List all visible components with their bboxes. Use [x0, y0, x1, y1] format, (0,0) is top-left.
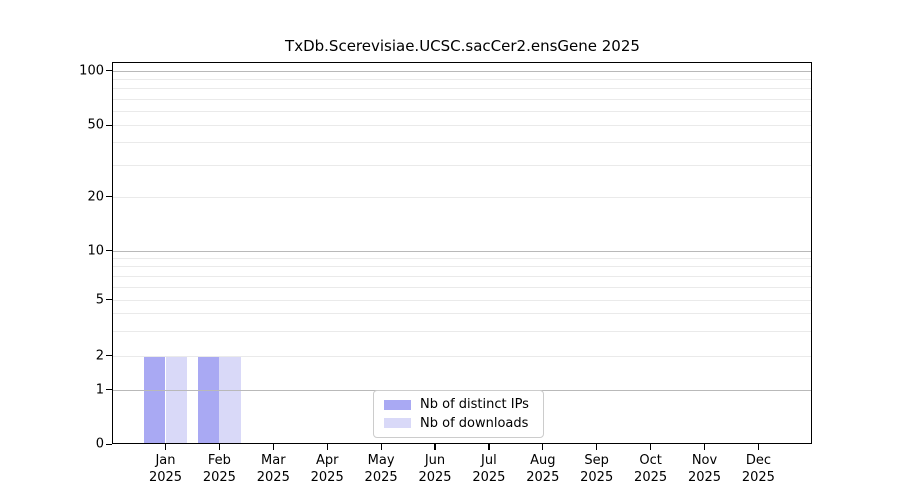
x-tick-mark	[596, 444, 598, 450]
y-tick-mark	[106, 355, 112, 357]
legend-label-downloads: Nb of downloads	[420, 415, 529, 431]
x-tick-label-aug: Aug 2025	[526, 453, 560, 485]
legend-label-distinct-ips: Nb of distinct IPs	[420, 397, 529, 413]
y-tick-label-50: 50	[87, 117, 104, 133]
x-tick-mark	[434, 444, 436, 450]
minor-gridline-50	[113, 125, 811, 126]
chart-title: TxDb.Scerevisiae.UCSC.sacCer2.ensGene 20…	[285, 37, 640, 55]
x-tick-mark	[650, 444, 652, 450]
x-tick-label-feb: Feb 2025	[202, 453, 236, 485]
y-tick-mark	[106, 389, 112, 391]
y-tick-label-0: 0	[95, 436, 104, 452]
x-tick-mark	[218, 444, 221, 450]
y-tick-label-10: 10	[87, 243, 104, 259]
minor-gridline-80	[113, 88, 811, 90]
minor-gridline-60	[113, 110, 811, 112]
x-tick-mark	[542, 444, 544, 450]
plot-area	[112, 62, 812, 444]
y-tick-label-5: 5	[95, 292, 104, 307]
x-tick-label-jan: Jan 2025	[148, 453, 183, 485]
legend-entry-downloads: Nb of downloads	[384, 416, 533, 431]
x-tick-mark	[757, 444, 760, 450]
x-tick-label-jul: Jul 2025	[472, 453, 506, 485]
minor-gridline-40	[113, 142, 811, 144]
major-gridline-100	[113, 70, 811, 72]
minor-gridline-90	[113, 78, 811, 80]
x-tick-label-dec: Dec 2025	[741, 453, 775, 485]
minor-gridline-2	[113, 355, 811, 357]
minor-gridline-6	[113, 286, 811, 288]
y-tick-mark	[106, 443, 112, 445]
legend-entry-distinct-ips: Nb of distinct IPs	[384, 397, 533, 412]
x-tick-label-jun: Jun 2025	[418, 453, 452, 485]
bar-downloads-jan	[165, 355, 188, 443]
legend-swatch-downloads	[384, 418, 411, 429]
y-tick-mark	[106, 196, 112, 198]
bar-distinct-ips-feb	[197, 355, 220, 443]
x-tick-label-oct: Oct 2025	[634, 453, 668, 485]
y-tick-mark	[106, 299, 112, 301]
y-tick-mark	[106, 250, 112, 252]
x-tick-label-may: May 2025	[364, 453, 398, 485]
x-tick-label-nov: Nov 2025	[687, 453, 722, 485]
x-tick-mark	[380, 444, 382, 450]
x-tick-mark	[272, 444, 274, 450]
plot-canvas	[113, 63, 811, 443]
legend: Nb of distinct IPs Nb of downloads	[373, 390, 544, 438]
minor-gridline-9	[113, 258, 811, 260]
minor-gridline-70	[113, 98, 811, 100]
minor-gridline-3	[113, 330, 811, 332]
x-tick-mark	[326, 444, 328, 450]
x-tick-mark	[488, 444, 490, 450]
y-tick-mark	[106, 70, 112, 72]
legend-swatch-distinct-ips	[384, 399, 411, 410]
x-tick-mark	[164, 444, 167, 450]
minor-gridline-20	[113, 196, 811, 198]
x-tick-label-apr: Apr 2025	[310, 453, 344, 485]
minor-gridline-5	[113, 299, 811, 301]
x-tick-label-sep: Sep 2025	[580, 453, 614, 485]
minor-gridline-8	[113, 266, 811, 268]
bar-distinct-ips-jan	[143, 355, 166, 443]
x-tick-label-mar: Mar 2025	[256, 453, 290, 485]
x-tick-mark	[703, 444, 706, 450]
minor-gridline-7	[113, 275, 811, 277]
y-tick-label-20: 20	[87, 189, 104, 205]
bar-downloads-feb	[219, 355, 241, 443]
major-gridline-10	[113, 250, 811, 252]
y-tick-label-100: 100	[79, 63, 104, 78]
y-tick-label-2: 2	[95, 348, 104, 363]
y-tick-label-1: 1	[95, 382, 104, 397]
y-tick-mark	[106, 124, 112, 126]
minor-gridline-4	[113, 313, 811, 315]
minor-gridline-30	[113, 164, 811, 166]
